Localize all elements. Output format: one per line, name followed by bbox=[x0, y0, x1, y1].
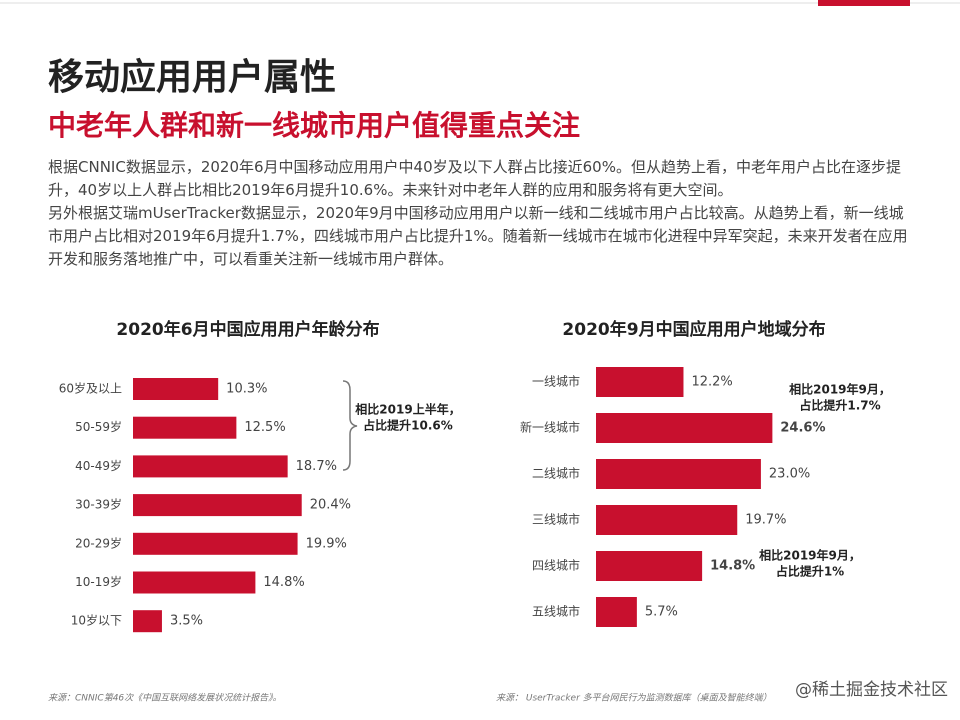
bar bbox=[596, 367, 684, 397]
value-label: 18.7% bbox=[296, 459, 337, 474]
annotation: 占比提升10.6% bbox=[363, 418, 453, 433]
top-accent bbox=[818, 0, 910, 6]
bar bbox=[133, 416, 237, 439]
value-label: 3.5% bbox=[170, 614, 203, 629]
category-label: 三线城市 bbox=[532, 512, 580, 527]
annotation: 相比2019上半年， bbox=[355, 402, 460, 417]
value-label: 12.2% bbox=[691, 375, 732, 390]
body-text: 根据CNNIC数据显示，2020年6月中国移动应用用户中40岁及以下人群占比接近… bbox=[48, 156, 918, 271]
bar bbox=[133, 571, 256, 594]
value-label: 19.7% bbox=[745, 513, 786, 528]
value-label: 23.0% bbox=[769, 467, 810, 482]
value-label: 12.5% bbox=[244, 420, 285, 435]
category-label: 20-29岁 bbox=[75, 535, 122, 550]
bar bbox=[596, 459, 761, 489]
category-label: 新一线城市 bbox=[520, 420, 580, 435]
bar bbox=[133, 610, 162, 633]
bar bbox=[133, 455, 288, 478]
paragraph: 另外根据艾瑞mUserTracker数据显示，2020年9月中国移动应用用户以新… bbox=[48, 204, 908, 268]
bar bbox=[596, 551, 703, 581]
category-label: 60岁及以上 bbox=[59, 381, 122, 396]
bar bbox=[133, 532, 298, 555]
value-label: 19.9% bbox=[306, 536, 347, 551]
annotation: 相比2019年9月， bbox=[789, 382, 891, 397]
title: 移动应用用户属性 bbox=[48, 57, 337, 98]
subtitle: 中老年人群和新一线城市用户值得重点关注 bbox=[48, 109, 581, 142]
value-label: 10.3% bbox=[226, 382, 267, 397]
category-label: 四线城市 bbox=[532, 558, 580, 573]
category-label: 40-49岁 bbox=[75, 458, 122, 473]
category-label: 10-19岁 bbox=[75, 574, 122, 589]
annotation: 相比2019年9月， bbox=[759, 548, 861, 563]
footnote: 来源：CNNIC第46次《中国互联网络发展状况统计报告》。 bbox=[48, 693, 282, 704]
bar bbox=[596, 505, 738, 535]
value-label: 14.8% bbox=[710, 559, 755, 574]
category-label: 30-39岁 bbox=[75, 497, 122, 512]
annotation: 占比提升1.7% bbox=[799, 398, 880, 413]
bar bbox=[596, 597, 637, 627]
footnote: 来源： UserTracker 多平台网民行为监测数据库（桌面及智能终端） bbox=[496, 693, 772, 704]
bar bbox=[133, 494, 302, 517]
watermark: @稀土掘金技术社区 bbox=[795, 680, 948, 700]
value-label: 5.7% bbox=[645, 605, 678, 620]
paragraph: 根据CNNIC数据显示，2020年6月中国移动应用用户中40岁及以下人群占比接近… bbox=[48, 158, 901, 199]
category-label: 50-59岁 bbox=[75, 419, 122, 434]
chart-title: 2020年6月中国应用用户年龄分布 bbox=[116, 319, 379, 340]
value-label: 24.6% bbox=[780, 421, 825, 436]
category-label: 一线城市 bbox=[532, 374, 580, 389]
category-label: 二线城市 bbox=[532, 466, 580, 481]
annotation: 占比提升1% bbox=[776, 564, 844, 579]
category-label: 五线城市 bbox=[532, 604, 580, 619]
bar bbox=[596, 413, 773, 443]
value-label: 14.8% bbox=[263, 575, 304, 590]
category-label: 10岁以下 bbox=[71, 613, 122, 628]
value-label: 20.4% bbox=[310, 498, 351, 513]
chart-title: 2020年9月中国应用用户地域分布 bbox=[562, 319, 825, 340]
bar bbox=[133, 378, 219, 400]
brace bbox=[342, 380, 358, 471]
